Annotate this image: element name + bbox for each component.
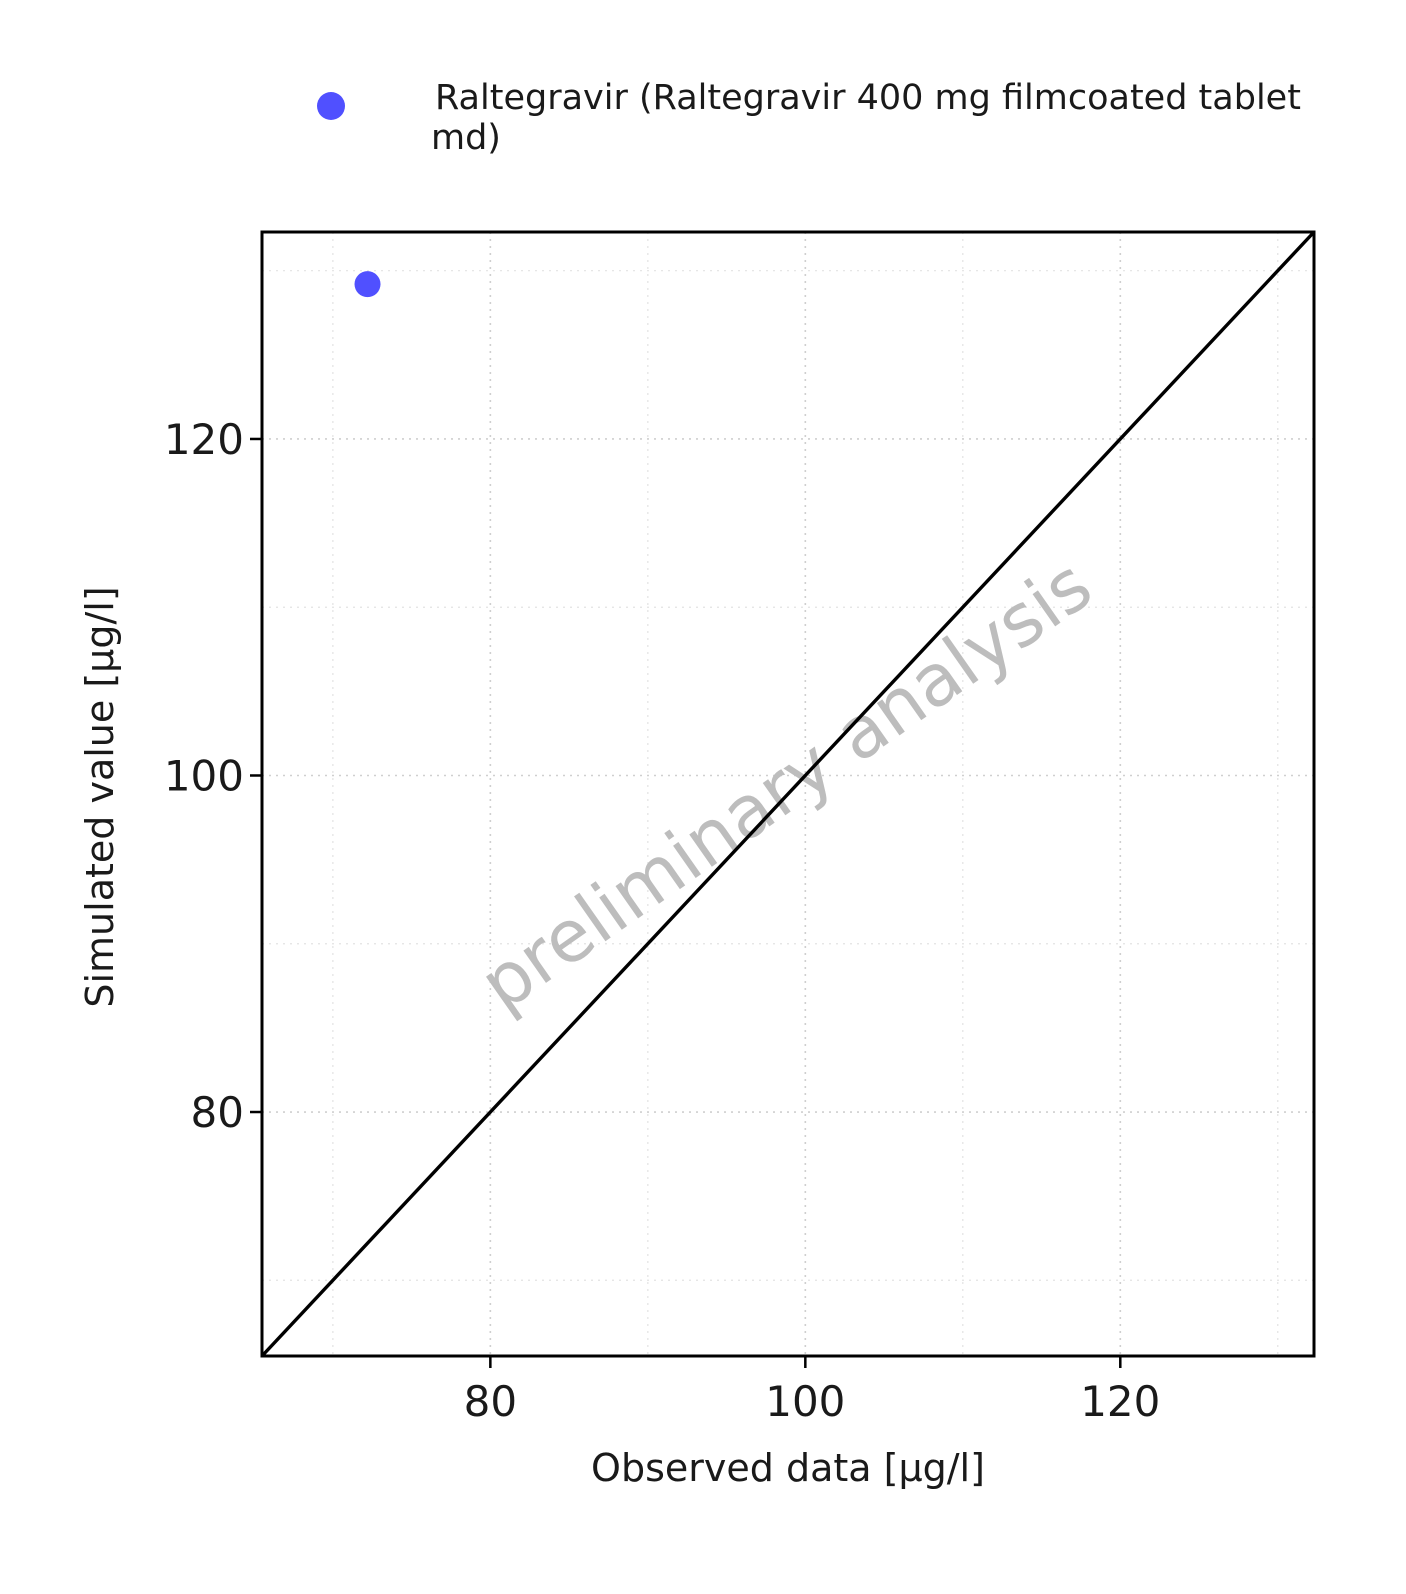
- data-points: [354, 271, 381, 298]
- legend-label-line-1: Raltegravir (Raltegravir 400 mg filmcoat…: [435, 78, 1301, 118]
- x-tick-label: 120: [1080, 1377, 1160, 1426]
- minor-gridlines: [262, 232, 1314, 1356]
- identity-line: [260, 230, 1316, 1358]
- x-axis-ticks: 80 100 120: [464, 1356, 1160, 1426]
- y-axis-title: Simulated value [µg/l]: [78, 586, 122, 1007]
- x-tick-label: 100: [765, 1377, 845, 1426]
- x-axis-title: Observed data [µg/l]: [591, 1446, 985, 1490]
- y-axis-ticks: 80 100 120: [164, 415, 262, 1137]
- legend-label-line-2: md): [431, 118, 501, 158]
- plot-panel-border: [260, 230, 1316, 1358]
- watermark-text: preliminary analysis: [465, 542, 1107, 1026]
- y-tick-label: 80: [191, 1088, 244, 1137]
- legend: Raltegravir (Raltegravir 400 mg filmcoat…: [317, 78, 1301, 158]
- legend-marker: [317, 92, 345, 120]
- data-point: [354, 271, 381, 298]
- y-tick-label: 100: [164, 751, 244, 800]
- major-gridlines: [262, 232, 1314, 1356]
- x-tick-label: 80: [464, 1377, 517, 1426]
- y-tick-label: 120: [164, 415, 244, 464]
